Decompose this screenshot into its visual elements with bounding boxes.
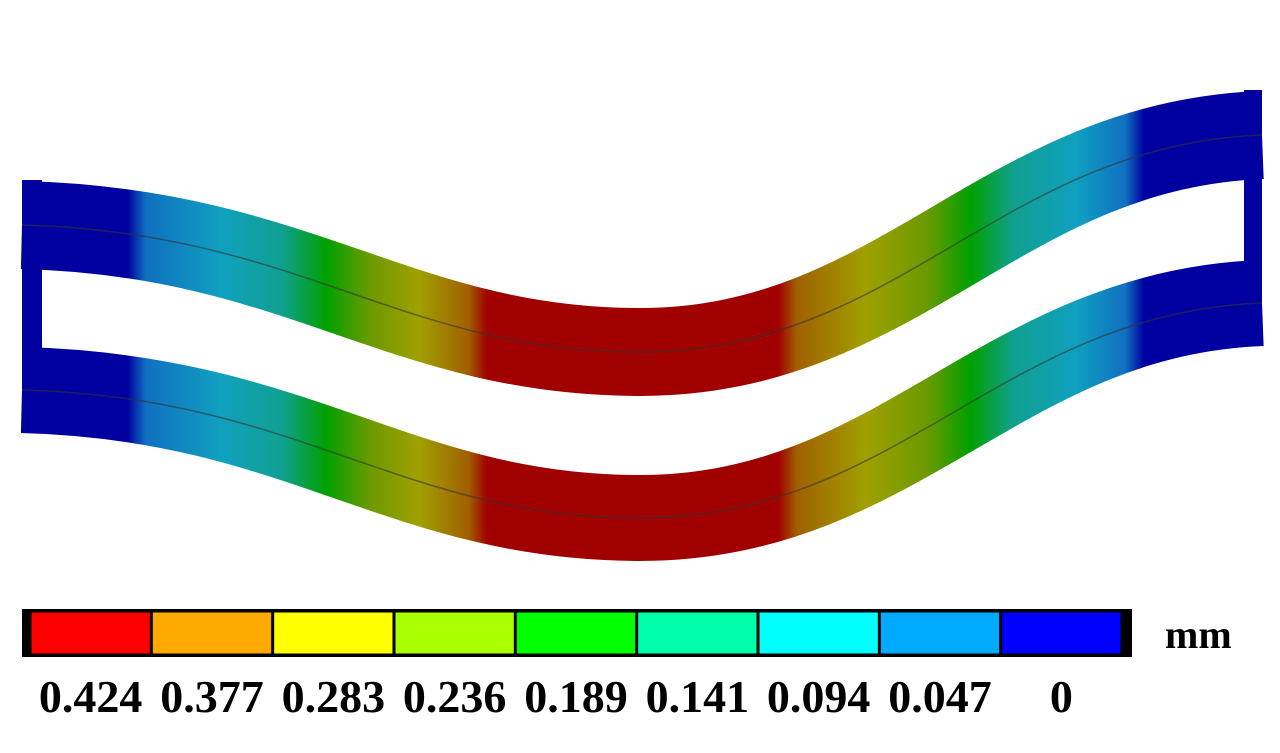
legend-swatch — [758, 611, 879, 655]
legend-swatch — [1001, 611, 1122, 655]
legend-swatch — [394, 611, 515, 655]
legend-label: 0.141 — [646, 671, 750, 722]
mesh-line — [21, 134, 1263, 519]
legend-label: 0.424 — [39, 671, 143, 722]
deformed-structure — [20, 90, 1265, 562]
legend-label: 0.236 — [403, 671, 507, 722]
color-legend: mm 0.424 0.377 0.283 0.236 0.189 0.141 0.094 0.… — [22, 609, 1232, 722]
left-connector — [22, 180, 42, 430]
legend-label: 0.377 — [160, 671, 264, 722]
legend-swatch — [637, 611, 758, 655]
right-connector — [1244, 90, 1262, 345]
legend-swatch — [151, 611, 273, 655]
legend-swatch — [515, 611, 637, 655]
legend-label: 0 — [1050, 671, 1073, 722]
legend-label: 0.047 — [888, 671, 992, 722]
legend-swatch — [273, 611, 394, 655]
unit-label: mm — [1165, 612, 1232, 657]
legend-swatch — [879, 611, 1001, 655]
legend-label: 0.283 — [282, 671, 386, 722]
legend-label: 0.189 — [524, 671, 628, 722]
legend-swatch — [30, 611, 151, 655]
legend-label: 0.094 — [767, 671, 871, 722]
